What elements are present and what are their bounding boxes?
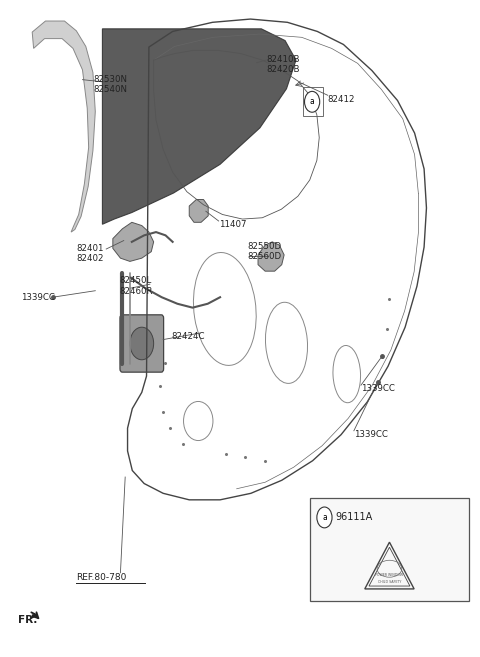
Text: 82424C: 82424C: [171, 332, 204, 341]
Text: 1339CC: 1339CC: [361, 384, 395, 393]
Text: 1339CC: 1339CC: [21, 293, 55, 302]
Text: CHILD SAFETY: CHILD SAFETY: [378, 580, 401, 585]
Text: FR.: FR.: [18, 616, 37, 625]
Text: 1339CC: 1339CC: [354, 430, 388, 438]
Circle shape: [130, 327, 154, 360]
Circle shape: [317, 507, 332, 528]
Text: a: a: [310, 97, 314, 106]
Text: 82450L
82460R: 82450L 82460R: [119, 277, 153, 296]
Text: 82530N
82540N: 82530N 82540N: [93, 74, 127, 94]
Polygon shape: [258, 242, 284, 271]
Circle shape: [304, 91, 320, 112]
Text: 82401
82402: 82401 82402: [76, 244, 104, 263]
Polygon shape: [32, 21, 96, 232]
Polygon shape: [102, 29, 296, 224]
Text: 82550D
82560D: 82550D 82560D: [247, 242, 281, 261]
Text: 96111A: 96111A: [336, 512, 373, 522]
FancyBboxPatch shape: [120, 315, 164, 372]
Polygon shape: [113, 222, 154, 261]
Text: POWER WINDOW: POWER WINDOW: [375, 573, 404, 577]
Text: a: a: [322, 513, 327, 522]
FancyBboxPatch shape: [310, 498, 469, 600]
Text: 82412: 82412: [328, 95, 355, 104]
Text: REF.80-780: REF.80-780: [76, 573, 127, 582]
Text: 11407: 11407: [219, 220, 246, 229]
Polygon shape: [189, 200, 208, 222]
Text: 82410B
82420B: 82410B 82420B: [266, 55, 300, 74]
